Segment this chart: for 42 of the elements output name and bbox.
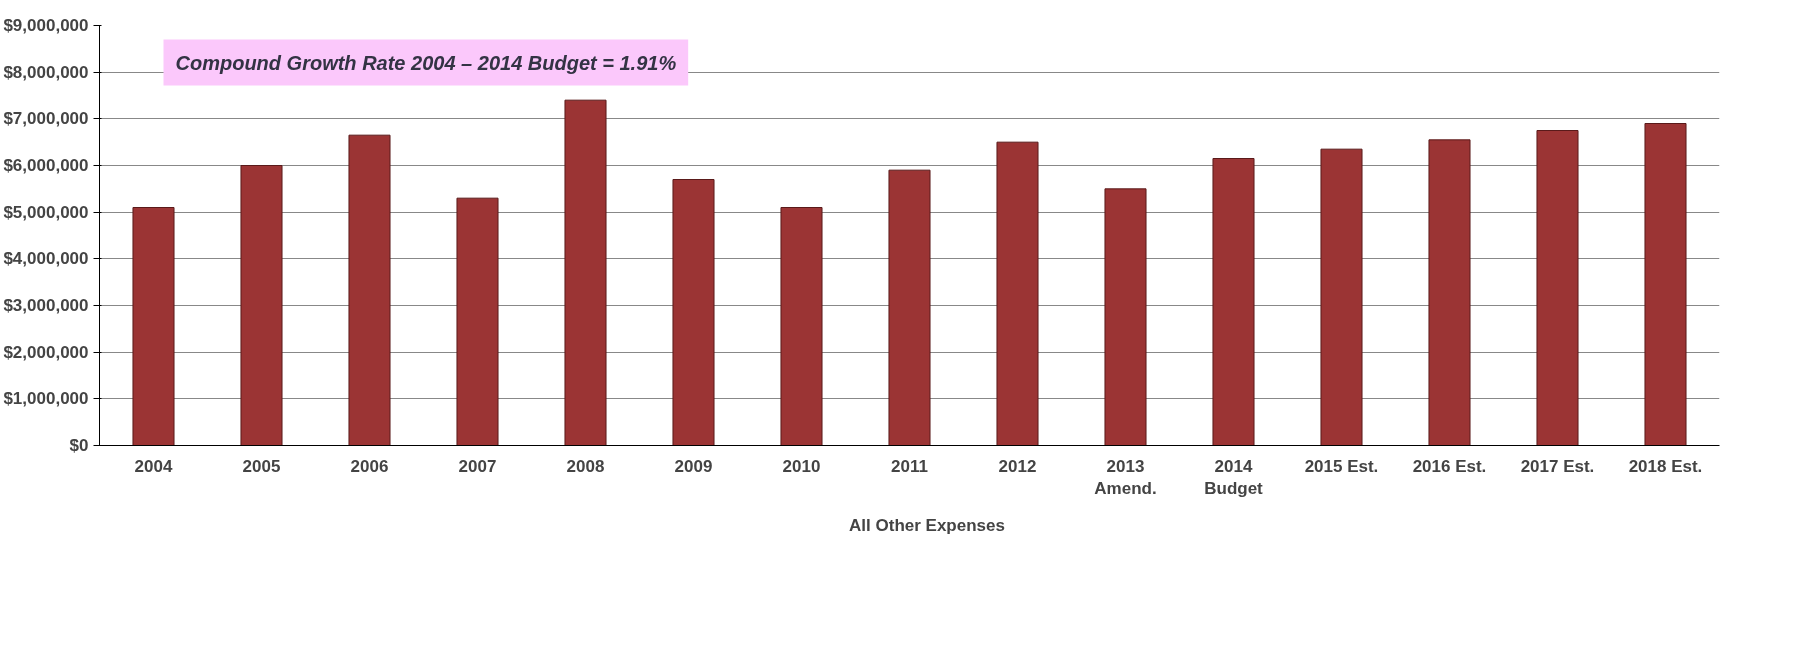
x-tick-label: 2009 [674,456,713,476]
x-tick-label: 2018 Est. [1628,456,1703,476]
x-tick-label: 2004 [134,456,173,476]
y-tick-label: $7,000,000 [3,109,89,129]
bar [1104,188,1147,446]
bar [1644,123,1687,446]
y-tick-label: $3,000,000 [3,296,89,315]
x-tick-label: 2008 [566,456,605,476]
x-tick-label: 2015 Est. [1304,456,1379,476]
bar [240,165,283,446]
x-tick-label: 2014 Budget [1204,456,1264,499]
y-tick-label: $1,000,000 [3,389,89,409]
bar [1536,130,1579,446]
x-tick-label: 2010 [782,456,821,476]
y-tick-label: $2,000,000 [3,342,89,362]
x-tick-label: 2016 Est. [1412,456,1487,476]
x-tick-label: 2017 Est. [1520,456,1595,476]
x-tick-label: 2011 [891,456,928,476]
x-tick-label: 2005 [242,456,281,476]
bar [780,207,823,446]
bar [672,179,715,446]
y-tick-label: $5,000,000 [3,202,89,222]
bar [888,169,931,446]
bar [1320,148,1363,446]
x-tick-label: 2006 [350,456,389,476]
bar [456,197,499,446]
bar [132,207,175,446]
bar [564,99,607,446]
y-tick-label: $9,000,000 [3,16,89,35]
x-tick-label: 2007 [458,456,497,476]
text: All Other Expenses [849,516,1005,536]
x-tick-label: 2013 Amend. [1094,456,1157,499]
bar [1212,158,1255,446]
bar [348,134,391,446]
annotation: Compound Growth Rate 2004 – 2014 Budget = 1.91% [175,51,677,74]
y-tick-label: $8,000,000 [3,62,89,82]
bar [996,141,1039,446]
x-tick-label: 2012 [998,456,1037,476]
y-tick-label: $6,000,000 [3,156,89,175]
y-tick-label: $4,000,000 [3,249,89,269]
y-tick-label: $0 [69,436,89,455]
bar [1428,139,1471,446]
